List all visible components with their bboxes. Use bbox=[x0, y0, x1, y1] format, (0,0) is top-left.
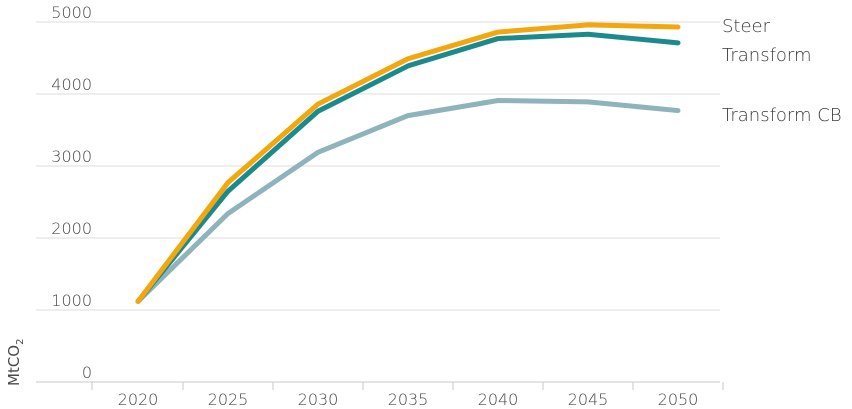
series-label-transform: Transform bbox=[722, 45, 812, 66]
x-axis: 2020 2025 2030 2035 2040 2045 2050 bbox=[36, 381, 724, 409]
series-line-steer bbox=[135, 22, 681, 304]
y-tick-label: 1000 bbox=[51, 291, 92, 310]
series-lines bbox=[135, 22, 681, 304]
x-tick-label: 2020 bbox=[118, 390, 159, 409]
x-tick-label: 2025 bbox=[208, 390, 249, 409]
series-line-transform bbox=[135, 31, 681, 304]
series-labels: Transform CB Transform Steer bbox=[722, 16, 842, 126]
x-tick-label: 2045 bbox=[568, 390, 609, 409]
series-label-transform-cb: Transform CB bbox=[722, 105, 842, 126]
y-tick-label: 2000 bbox=[51, 219, 92, 238]
y-axis-title-text: MtCO bbox=[5, 345, 23, 386]
y-axis-title: MtCO2 bbox=[5, 339, 26, 386]
x-tick-label: 2030 bbox=[298, 390, 339, 409]
x-tick-label: 2050 bbox=[658, 390, 699, 409]
gridlines bbox=[36, 21, 720, 311]
x-tick-label: 2035 bbox=[388, 390, 429, 409]
series-line-transform-cb bbox=[135, 97, 681, 304]
y-tick-label: 4000 bbox=[51, 75, 92, 94]
y-axis-title-subscript: 2 bbox=[15, 339, 26, 345]
series-label-steer: Steer bbox=[722, 16, 771, 37]
y-tick-label: 5000 bbox=[51, 3, 92, 22]
y-axis-tick-labels: 0 1000 2000 3000 4000 5000 bbox=[51, 3, 92, 382]
y-tick-label: 0 bbox=[82, 363, 92, 382]
x-tick-label: 2040 bbox=[478, 390, 519, 409]
y-tick-label: 3000 bbox=[51, 147, 92, 166]
